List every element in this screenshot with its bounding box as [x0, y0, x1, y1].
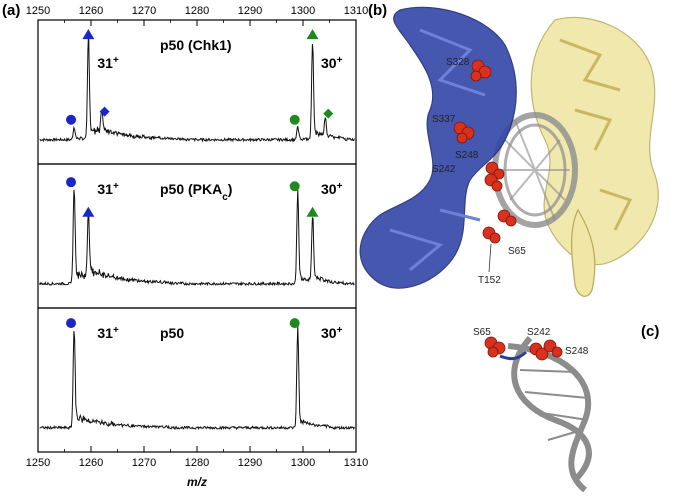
peak-marker-circle	[289, 318, 300, 329]
panel-title: p50 (PKAc)	[160, 181, 232, 203]
peak-marker-circle	[66, 318, 77, 329]
peak-marker-triangle	[306, 29, 319, 40]
plot-frame	[37, 307, 357, 453]
charge-state-label: 31+	[97, 325, 119, 342]
x-tick-label: 1260	[79, 457, 103, 469]
x-tick-label: 1300	[291, 457, 315, 469]
peak-marker-triangle	[306, 206, 319, 217]
x-axis-label: m/z	[187, 475, 207, 489]
charge-state-label: 30+	[321, 55, 343, 72]
residue-label: S248	[455, 150, 479, 161]
yellow-subunit	[530, 16, 659, 297]
peak-marker-triangle	[82, 29, 95, 40]
panel-letter-c: (c)	[641, 323, 659, 340]
spectrum-trace	[39, 326, 355, 431]
x-tick-label: 1290	[238, 457, 262, 469]
x-tick-label: 1250	[26, 457, 50, 469]
panel-letter-b: (b)	[368, 2, 387, 19]
x-tick-label: 1260	[79, 5, 103, 17]
residue-spheres-c	[484, 336, 563, 361]
blue-subunit	[359, 6, 517, 289]
charge-state-label: 31+	[97, 181, 119, 198]
protein-dna-structure: S328 S337 S248 S242 S65 T152	[359, 6, 659, 297]
residue-label: S242	[527, 327, 551, 338]
x-tick-label: 1290	[238, 5, 262, 17]
residue-label: S328	[446, 57, 470, 68]
x-tick-label: 1250	[26, 5, 50, 17]
peak-marker-diamond	[99, 106, 110, 117]
leader-line	[488, 243, 492, 273]
charge-state-label: 30+	[321, 325, 343, 342]
x-tick-label: 1280	[185, 457, 209, 469]
x-tick-label: 1280	[185, 5, 209, 17]
x-tick-label: 1310	[344, 5, 368, 17]
peak-marker-circle	[66, 177, 77, 188]
residue-label: S65	[508, 246, 526, 257]
peak-marker-triangle	[82, 206, 95, 217]
residue-label: S65	[473, 327, 491, 338]
residue-label: S337	[432, 114, 456, 125]
residue-label: S248	[565, 346, 589, 357]
dna-helix-c	[507, 336, 592, 493]
x-tick-label: 1310	[344, 457, 368, 469]
residue-label: T152	[478, 275, 501, 286]
residue-label: S242	[432, 164, 456, 175]
blue-loop	[499, 350, 528, 361]
dna-residue-structure: S65 S242 S248	[473, 327, 592, 493]
peak-marker-circle	[289, 181, 300, 192]
peak-marker-diamond	[323, 108, 334, 119]
charge-state-label: 31+	[97, 55, 119, 72]
panel-letter-a: (a)	[2, 2, 20, 19]
panel-title: p50	[160, 325, 184, 341]
x-tick-label: 1270	[132, 457, 156, 469]
charge-state-label: 30+	[321, 181, 343, 198]
x-tick-label: 1300	[291, 5, 315, 17]
peak-marker-circle	[289, 114, 300, 125]
mass-spectra-chart: p50 (Chk1) 31+ 30+ p50 (PKAc) 31+ 30+ p50 31+ 30…	[26, 5, 368, 489]
panel-title: p50 (Chk1)	[160, 37, 232, 53]
spectrum-trace	[39, 30, 355, 143]
spectrum-trace	[39, 189, 355, 287]
peak-marker-circle	[66, 114, 77, 125]
residue-spheres	[453, 59, 517, 244]
x-tick-label: 1270	[132, 5, 156, 17]
